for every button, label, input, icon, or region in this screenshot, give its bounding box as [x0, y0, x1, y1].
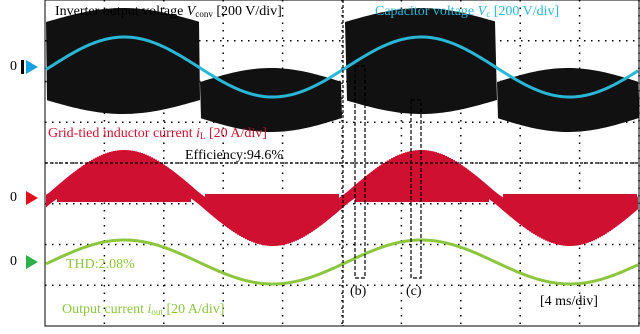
zoom-label: (c) [406, 284, 422, 299]
zero-label: 0 [10, 59, 17, 74]
zero-label: 0 [10, 254, 17, 269]
voltage-label: Inverter output voltage Vconv [200 V/div… [55, 4, 282, 19]
marker-bar [21, 60, 24, 74]
voltage-envelope [200, 68, 342, 132]
voltage-envelope [497, 68, 639, 132]
capacitor-label: Capacitor voltage Vc [200 V/div] [375, 4, 559, 19]
inductor-label: Grid-tied inductor current iL [20 A/div] [48, 126, 267, 141]
oscilloscope-figure: 0 0 0 Inverter output voltage Vconv [200… [0, 0, 640, 334]
thd: THD:2.08% [66, 257, 135, 272]
time-scale: [4 ms/div] [540, 294, 598, 309]
voltage-envelope [46, 8, 200, 114]
output-label: Output current iout [20 A/div] [62, 302, 224, 317]
voltage-envelope [345, 8, 497, 114]
efficiency: Efficiency:94.6% [185, 148, 283, 163]
zero-label: 0 [10, 190, 17, 205]
zoom-label: (b) [350, 284, 367, 299]
